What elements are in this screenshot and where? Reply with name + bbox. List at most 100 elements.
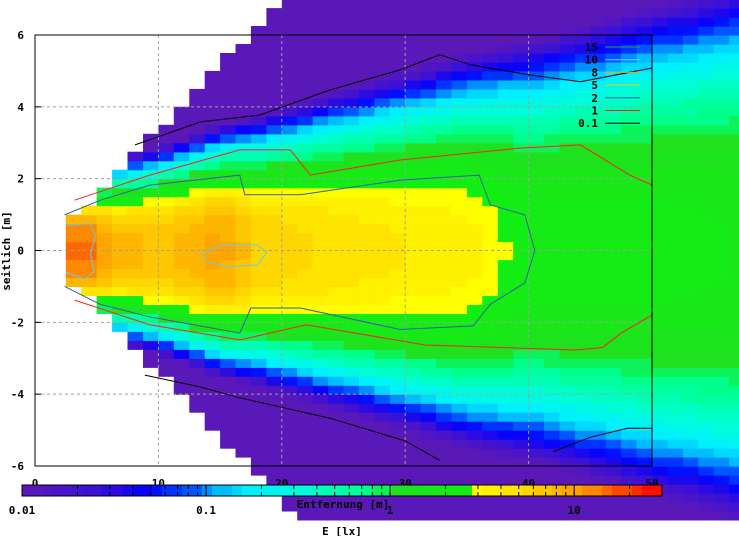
heatmap-cell [682, 421, 699, 431]
heatmap-cell [590, 178, 607, 189]
heatmap-cell [266, 349, 283, 359]
heatmap-cell [590, 367, 607, 377]
heatmap-cell [698, 475, 715, 485]
heatmap-cell [328, 106, 345, 117]
heatmap-cell [405, 250, 422, 261]
heatmap-cell [682, 466, 699, 476]
heatmap-cell [235, 115, 252, 126]
heatmap-cell [266, 448, 283, 458]
heatmap-cell [374, 385, 391, 395]
heatmap-cell [698, 268, 715, 279]
heatmap-cell [358, 304, 375, 314]
heatmap-cell [482, 115, 499, 126]
heatmap-cell [266, 35, 283, 45]
heatmap-cell [436, 295, 453, 305]
heatmap-cell [590, 286, 607, 296]
heatmap-cell [281, 88, 298, 99]
heatmap-cell [420, 223, 437, 234]
heatmap-cell [451, 286, 468, 296]
heatmap-cell [173, 232, 190, 243]
heatmap-cell [204, 367, 221, 377]
heatmap-cell [559, 142, 576, 153]
heatmap-cell [281, 385, 298, 395]
heatmap-cell [312, 8, 329, 18]
heatmap-cell [590, 412, 607, 422]
heatmap-cell [358, 394, 375, 404]
heatmap-cell [266, 17, 283, 27]
heatmap-cell [652, 412, 668, 422]
heatmap-cell [729, 394, 739, 404]
colorbar-segment [112, 485, 123, 496]
heatmap-cell [281, 241, 298, 252]
legend-label: 8 [591, 66, 598, 79]
heatmap-cell [143, 151, 159, 162]
heatmap-cell [513, 26, 530, 36]
heatmap-cell [636, 205, 653, 216]
heatmap-cell [297, 448, 314, 458]
heatmap-cell [652, 376, 668, 386]
heatmap-cell [158, 142, 175, 153]
heatmap-cell [544, 475, 560, 485]
heatmap-cell [96, 304, 113, 314]
heatmap-cell [220, 394, 237, 404]
heatmap-cell [204, 268, 221, 279]
heatmap-cell [235, 412, 252, 422]
heatmap-cell [574, 268, 591, 279]
heatmap-cell [312, 475, 329, 485]
heatmap-cell [682, 349, 699, 359]
heatmap-cell [590, 44, 607, 54]
heatmap-cell [466, 331, 483, 341]
heatmap-cell [713, 232, 730, 243]
heatmap-cell [220, 322, 237, 332]
heatmap-cell [528, 61, 545, 72]
heatmap-cell [451, 394, 468, 404]
heatmap-cell [374, 501, 391, 512]
heatmap-cell [559, 259, 576, 270]
heatmap-cell [312, 403, 329, 413]
heatmap-cell [590, 259, 607, 270]
heatmap-cell [652, 178, 668, 189]
heatmap-cell [544, 97, 560, 108]
heatmap-cell [482, 277, 499, 287]
heatmap-cell [621, 412, 638, 422]
heatmap-cell [559, 223, 576, 234]
heatmap-cell [451, 79, 468, 90]
heatmap-cell [528, 367, 545, 377]
heatmap-cell [652, 160, 668, 171]
heatmap-cell [466, 205, 483, 216]
heatmap-cell [574, 286, 591, 296]
heatmap-cell [220, 277, 237, 287]
heatmap-cell [389, 510, 406, 521]
heatmap-cell [528, 313, 545, 323]
heatmap-cell [420, 124, 437, 135]
heatmap-cell [405, 259, 422, 270]
heatmap-cell [667, 510, 684, 521]
heatmap-cell [266, 421, 283, 431]
heatmap-cell [420, 295, 437, 305]
heatmap-cell [698, 61, 715, 72]
colorbar-segment [602, 485, 613, 496]
heatmap-cell [220, 124, 237, 135]
heatmap-cell [297, 250, 314, 261]
heatmap-cell [682, 61, 699, 72]
heatmap-cell [729, 53, 739, 63]
heatmap-cell [652, 304, 668, 314]
heatmap-cell [451, 97, 468, 108]
heatmap-cell [513, 160, 530, 171]
heatmap-cell [667, 169, 684, 180]
heatmap-cell [173, 286, 190, 296]
heatmap-cell [405, 178, 422, 189]
heatmap-cell [297, 286, 314, 296]
heatmap-cell [328, 286, 345, 296]
heatmap-cell [420, 322, 437, 332]
heatmap-cell [682, 358, 699, 368]
heatmap-cell [389, 376, 406, 386]
heatmap-cell [605, 97, 622, 108]
heatmap-cell [81, 214, 98, 225]
heatmap-cell [389, 133, 406, 144]
heatmap-cell [590, 385, 607, 395]
heatmap-cell [235, 349, 252, 359]
heatmap-cell [682, 475, 699, 485]
heatmap-cell [682, 367, 699, 377]
heatmap-cell [405, 169, 422, 180]
